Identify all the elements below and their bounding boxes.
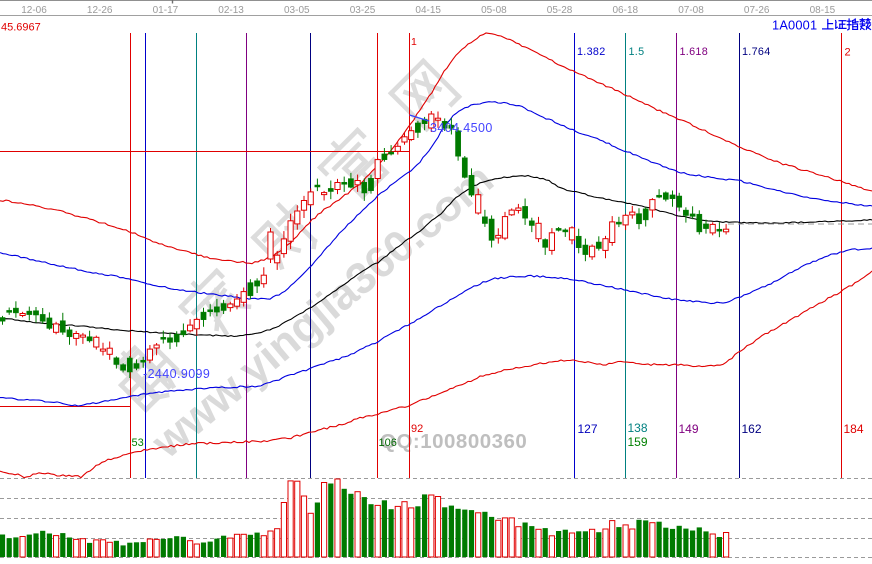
svg-text:53: 53 bbox=[132, 437, 144, 449]
svg-text:1: 1 bbox=[411, 36, 417, 48]
svg-text:138: 138 bbox=[628, 421, 648, 435]
svg-text:162: 162 bbox=[742, 422, 762, 436]
svg-text:92: 92 bbox=[411, 423, 423, 435]
svg-text:12-26: 12-26 bbox=[87, 5, 113, 16]
svg-text:03-05: 03-05 bbox=[284, 5, 310, 16]
svg-text:05-28: 05-28 bbox=[547, 5, 573, 16]
svg-text:1A0001: 1A0001 bbox=[772, 18, 817, 33]
svg-text:184: 184 bbox=[844, 422, 864, 436]
svg-text:05-08: 05-08 bbox=[481, 5, 507, 16]
svg-text:03-25: 03-25 bbox=[350, 5, 376, 16]
svg-text:12-06: 12-06 bbox=[21, 5, 47, 16]
svg-text:149: 149 bbox=[679, 422, 699, 436]
svg-text:45.6967: 45.6967 bbox=[1, 22, 41, 34]
svg-text:1.5: 1.5 bbox=[629, 46, 645, 58]
svg-text:06-18: 06-18 bbox=[613, 5, 639, 16]
svg-text:01-17: 01-17 bbox=[153, 5, 179, 16]
svg-text:1.764: 1.764 bbox=[742, 46, 771, 58]
svg-text:02-13: 02-13 bbox=[218, 5, 244, 16]
svg-text:04-15: 04-15 bbox=[415, 5, 441, 16]
svg-text:08-15: 08-15 bbox=[810, 5, 836, 16]
svg-text:3404.4500: 3404.4500 bbox=[430, 121, 493, 135]
svg-text:1.382: 1.382 bbox=[577, 46, 606, 58]
svg-text:-2440.9099: -2440.9099 bbox=[143, 367, 210, 381]
svg-text:127: 127 bbox=[578, 422, 598, 436]
svg-text:159: 159 bbox=[628, 435, 648, 449]
svg-text:07-08: 07-08 bbox=[678, 5, 704, 16]
svg-text:QQ:100800360: QQ:100800360 bbox=[380, 430, 527, 453]
svg-text:1.618: 1.618 bbox=[680, 46, 709, 58]
svg-text:2: 2 bbox=[845, 47, 851, 59]
svg-text:07-26: 07-26 bbox=[744, 5, 770, 16]
svg-text:106: 106 bbox=[379, 437, 397, 449]
